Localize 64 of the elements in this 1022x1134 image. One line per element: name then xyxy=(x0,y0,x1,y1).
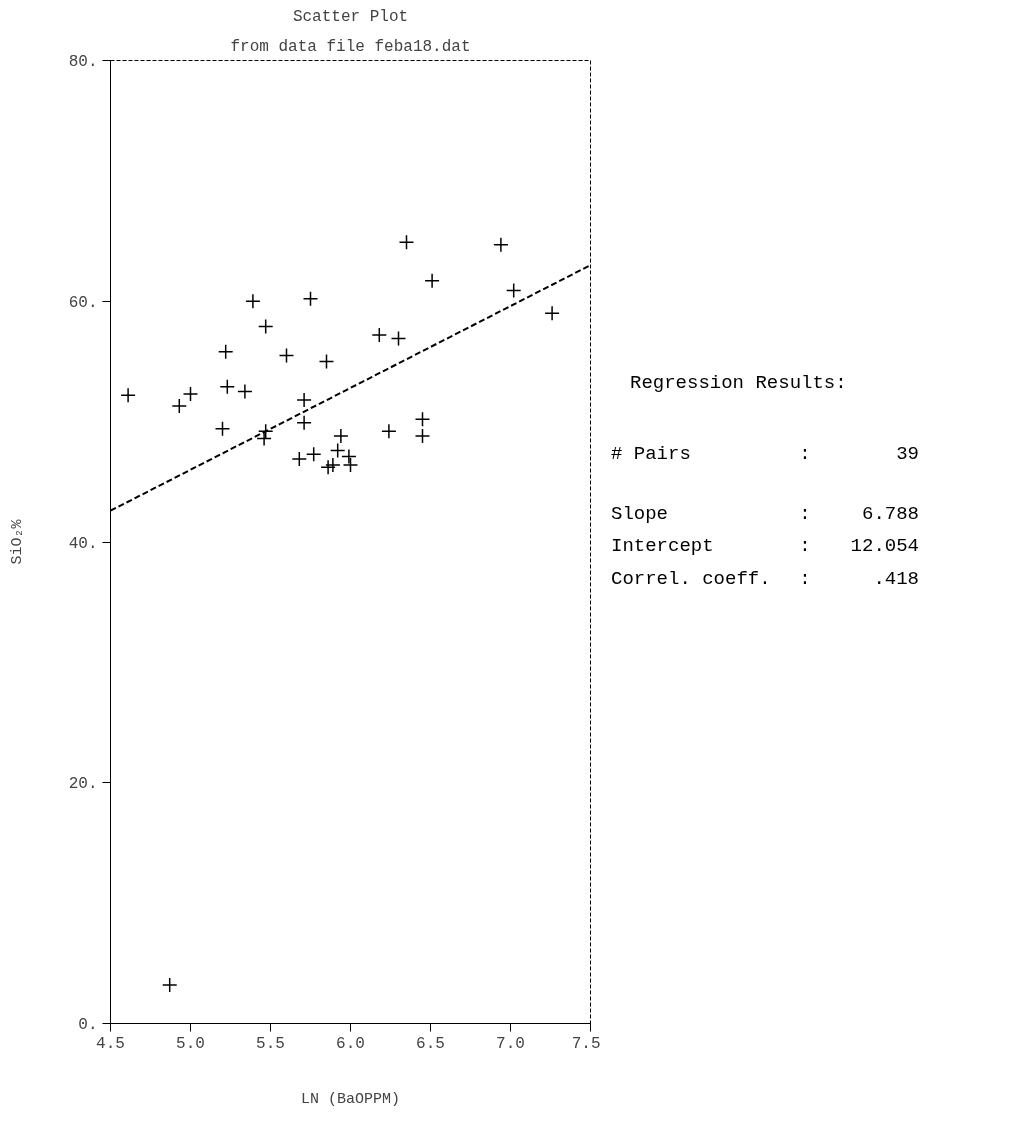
point xyxy=(320,459,336,476)
point xyxy=(371,327,388,343)
point xyxy=(278,347,295,364)
point xyxy=(161,977,178,993)
x-tick-label: 6.5 xyxy=(416,1034,445,1053)
point xyxy=(237,383,253,400)
text: 6.788 xyxy=(861,502,920,528)
y-tick-label: 0. xyxy=(78,1016,98,1034)
text: 39 xyxy=(895,442,920,468)
point xyxy=(120,387,136,403)
text: Correl. coeff. xyxy=(610,566,772,592)
text: 12.054 xyxy=(849,534,920,560)
point xyxy=(245,293,261,309)
point xyxy=(342,457,359,473)
point xyxy=(329,442,346,459)
point xyxy=(302,291,319,307)
point xyxy=(414,411,431,427)
point xyxy=(318,353,335,370)
text: .418 xyxy=(872,566,920,592)
point xyxy=(219,378,236,395)
point xyxy=(424,273,440,289)
y-tick-label: 60. xyxy=(68,293,98,312)
y-tick-label: 40. xyxy=(68,534,98,553)
point xyxy=(544,305,560,322)
point xyxy=(214,421,231,437)
point xyxy=(414,428,431,444)
point xyxy=(291,451,308,467)
point xyxy=(257,318,274,335)
x-tick-label: 7.0 xyxy=(496,1034,525,1053)
text: Intercept xyxy=(610,534,715,560)
text: : xyxy=(798,442,812,468)
chart-title: Scatter Plot xyxy=(292,7,409,26)
text: # Pairs xyxy=(610,442,692,468)
x-axis-title: LN (BaOPPM) xyxy=(300,1090,401,1108)
text: Regression Results: xyxy=(629,371,848,396)
point xyxy=(333,428,349,444)
x-tick-label: 4.5 xyxy=(96,1034,125,1053)
point xyxy=(325,457,341,473)
point xyxy=(381,423,397,440)
point xyxy=(171,398,188,414)
point xyxy=(305,446,322,462)
y-tick-label: 80. xyxy=(68,53,98,71)
y-axis-title: SiO₂% xyxy=(8,518,26,565)
y-tick-label: 20. xyxy=(68,775,98,794)
point xyxy=(341,448,357,465)
point xyxy=(505,282,522,299)
point xyxy=(493,236,509,253)
text: : xyxy=(798,502,812,528)
chart-subtitle: from data file feba18.dat xyxy=(230,37,471,56)
x-tick-label: 5.0 xyxy=(176,1034,205,1053)
x-tick-label: 6.0 xyxy=(336,1034,365,1053)
point xyxy=(217,344,234,360)
text: Slope xyxy=(610,502,669,528)
point xyxy=(398,234,415,251)
text: : xyxy=(798,534,812,560)
point xyxy=(296,415,312,431)
x-tick-label: 7.5 xyxy=(571,1034,601,1053)
point xyxy=(296,392,312,408)
point xyxy=(182,386,199,402)
text: : xyxy=(798,566,812,592)
point xyxy=(390,330,407,347)
x-tick-label: 5.5 xyxy=(256,1034,285,1053)
point xyxy=(257,423,274,440)
point xyxy=(256,430,272,447)
